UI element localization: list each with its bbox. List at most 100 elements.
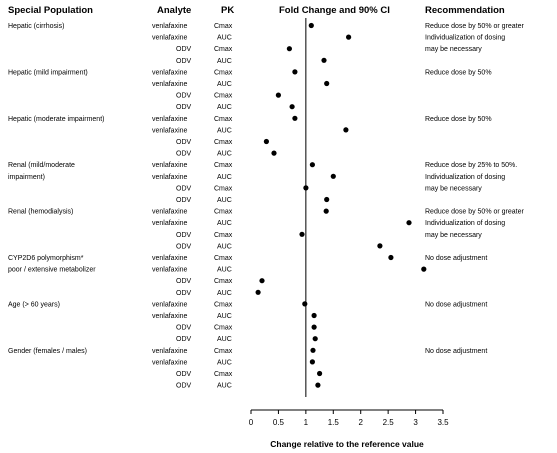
data-point: [343, 127, 349, 133]
recommendation-text: No dose adjustment: [425, 348, 487, 355]
x-tick-label: 1.5: [328, 418, 340, 427]
analyte-label: venlafaxine: [152, 255, 188, 262]
pk-label: AUC: [217, 267, 232, 274]
pk-label: Cmax: [214, 185, 233, 192]
pk-label: Cmax: [214, 301, 233, 308]
data-point: [255, 289, 261, 295]
analyte-label: venlafaxine: [152, 127, 188, 134]
analyte-label: ODV: [176, 58, 192, 65]
analyte-label: venlafaxine: [152, 359, 188, 366]
analyte-label: ODV: [176, 197, 192, 204]
pk-label: AUC: [217, 58, 232, 65]
population-label: Hepatic (mild impairment): [8, 69, 88, 76]
x-axis-label: Change relative to the reference value: [270, 439, 424, 449]
x-tick-label: 3: [413, 418, 418, 427]
pk-label: AUC: [217, 197, 232, 204]
pk-label: Cmax: [214, 162, 233, 169]
recommendation-text: Individualization of dosing: [425, 220, 505, 227]
data-point: [317, 370, 323, 377]
data-point: [311, 312, 317, 319]
recommendation-text: Reduce dose by 50%: [425, 116, 492, 123]
analyte-label: ODV: [176, 151, 192, 158]
recommendation-text: Individualization of dosing: [425, 174, 505, 181]
population-label: Renal (mild/moderate: [8, 162, 75, 169]
analyte-label: venlafaxine: [152, 69, 188, 76]
pk-label: Cmax: [214, 116, 233, 123]
data-point: [289, 104, 295, 110]
data-point: [312, 336, 318, 342]
header-recommendation: Recommendation: [425, 5, 505, 16]
analyte-label: venlafaxine: [152, 209, 188, 216]
pk-label: AUC: [217, 220, 232, 227]
data-point: [271, 150, 277, 156]
header-population: Special Population: [8, 5, 93, 16]
recommendation-text: may be necessary: [425, 232, 482, 239]
recommendation-text: Reduce dose by 50% or greater: [425, 23, 525, 30]
recommendation-text: may be necessary: [425, 46, 482, 53]
pk-label: AUC: [217, 313, 232, 320]
analyte-label: venlafaxine: [152, 162, 188, 169]
x-axis-ticks: 0 0.5 1 1.5 2 2.5 3 3.5: [249, 410, 449, 427]
population-label: Hepatic (cirrhosis): [8, 23, 64, 30]
pk-label: AUC: [217, 174, 232, 181]
analyte-label: ODV: [176, 93, 192, 100]
population-label: poor / extensive metabolizer: [8, 267, 96, 274]
data-point: [324, 80, 330, 87]
analyte-label: ODV: [176, 243, 192, 250]
header-effect: Fold Change and 90% CI: [279, 5, 390, 16]
population-label: Age (> 60 years): [8, 301, 60, 308]
pk-label: Cmax: [214, 209, 233, 216]
pk-label: AUC: [217, 383, 232, 390]
data-point: [346, 34, 352, 40]
recommendation-text: Reduce dose by 25% to 50%.: [425, 162, 517, 169]
analyte-label: venlafaxine: [152, 174, 188, 181]
pk-label: Cmax: [214, 139, 233, 146]
x-tick-label: 2.5: [383, 418, 395, 427]
analyte-label: ODV: [176, 290, 192, 297]
analyte-label: venlafaxine: [152, 35, 188, 42]
recommendation-text: Reduce dose by 50% or greater: [425, 209, 525, 216]
analyte-label: ODV: [176, 336, 192, 343]
pk-label: Cmax: [214, 348, 233, 355]
analyte-label: venlafaxine: [152, 348, 188, 355]
data-point: [321, 57, 327, 63]
pk-label: Cmax: [214, 69, 233, 76]
analyte-label: venlafaxine: [152, 313, 188, 320]
x-tick-label: 2: [358, 418, 363, 427]
data-point: [324, 196, 330, 203]
analyte-label: ODV: [176, 104, 192, 111]
pk-label: AUC: [217, 81, 232, 88]
data-point: [302, 301, 308, 307]
pk-label: Cmax: [214, 23, 233, 30]
analyte-label: ODV: [176, 185, 192, 192]
data-point: [299, 231, 305, 237]
analyte-label: ODV: [176, 371, 192, 378]
data-point: [259, 278, 265, 284]
pk-label: Cmax: [214, 255, 233, 262]
analyte-label: venlafaxine: [152, 116, 188, 123]
recommendation-text: Reduce dose by 50%: [425, 69, 492, 76]
pk-label: Cmax: [214, 325, 233, 332]
recommendation-text: No dose adjustment: [425, 255, 487, 262]
analyte-label: ODV: [176, 139, 192, 146]
header-pk: PK: [221, 5, 234, 16]
analyte-label: venlafaxine: [152, 23, 188, 30]
data-point: [421, 266, 427, 272]
data-point: [308, 22, 314, 29]
analyte-label: ODV: [176, 232, 192, 239]
analyte-label: ODV: [176, 278, 192, 285]
data-point: [309, 359, 315, 365]
data-point: [310, 347, 316, 353]
data-point: [286, 46, 292, 52]
pk-label: AUC: [217, 127, 232, 134]
data-point: [323, 208, 329, 214]
data-point: [315, 382, 321, 388]
population-label: impairment): [8, 174, 45, 181]
recommendation-text: Individualization of dosing: [425, 35, 505, 42]
pk-label: AUC: [217, 104, 232, 111]
pk-label: AUC: [217, 243, 232, 250]
recommendation-text: may be necessary: [425, 185, 482, 192]
recommendation-text: No dose adjustment: [425, 301, 487, 308]
pk-label: Cmax: [214, 278, 233, 285]
population-label: Hepatic (moderate impairment): [8, 116, 104, 123]
